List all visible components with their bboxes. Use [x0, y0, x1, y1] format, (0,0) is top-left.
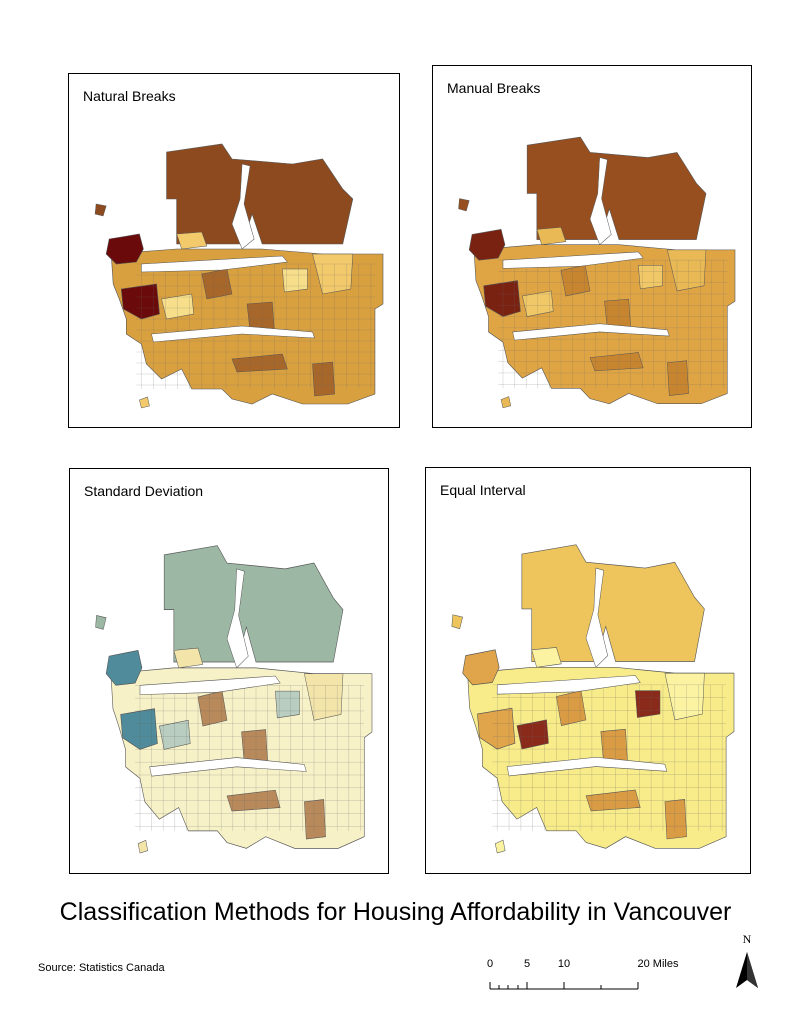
- region-west-vancouver: [105, 649, 143, 686]
- map-geometry: [95, 545, 373, 854]
- scale-tick-label: 10: [557, 958, 571, 970]
- region-tract: [201, 268, 233, 300]
- map-panel-standard-deviation: Standard Deviation: [69, 468, 389, 874]
- region-downtown: [483, 280, 521, 317]
- region-island: [451, 614, 463, 630]
- map-panel-natural-breaks: Natural Breaks: [68, 73, 400, 428]
- region-west-vancouver: [468, 229, 506, 261]
- region-tract: [635, 690, 661, 718]
- water-indian-arm: [589, 157, 612, 246]
- region-downtown: [120, 283, 160, 320]
- water-burrard-inlet: [141, 255, 288, 273]
- region-tract: [667, 360, 689, 396]
- water-fraser-river: [506, 756, 668, 777]
- source-credit: Source: Statistics Canada: [38, 962, 165, 974]
- region-west-vancouver: [105, 233, 144, 265]
- region-tract: [638, 265, 663, 290]
- map-title: Standard Deviation: [84, 483, 204, 499]
- choropleth-map: [458, 136, 736, 409]
- map-title: Manual Breaks: [447, 80, 541, 96]
- region-island: [458, 198, 470, 212]
- water-indian-arm: [226, 568, 249, 669]
- region-island: [139, 396, 150, 409]
- choropleth-map: [95, 545, 373, 854]
- region-tract: [312, 361, 335, 397]
- water-fraser-river: [149, 757, 307, 777]
- map-geometry: [94, 143, 384, 409]
- map-panel-equal-interval: Equal Interval: [425, 467, 751, 874]
- region-north-shore: [166, 143, 354, 245]
- region-tract: [197, 690, 228, 727]
- region-island: [94, 203, 107, 217]
- north-arrow-icon: [736, 952, 758, 988]
- region-tract: [531, 647, 562, 668]
- map-geometry: [451, 544, 735, 854]
- north-arrow: N: [732, 932, 762, 994]
- water-indian-arm: [585, 567, 608, 668]
- water-burrard-inlet: [496, 675, 641, 695]
- region-tract: [176, 231, 208, 250]
- map-title: Natural Breaks: [83, 88, 176, 104]
- region-island: [95, 615, 107, 630]
- water-burrard-inlet: [502, 251, 644, 269]
- region-west-vancouver: [462, 649, 500, 686]
- water-indian-arm: [231, 163, 255, 250]
- north-label: N: [742, 932, 752, 946]
- region-north-shore: [521, 544, 705, 662]
- scale-bar-graphic: [489, 982, 639, 990]
- map-geometry: [458, 136, 736, 409]
- scale-tick-label: 0: [486, 958, 494, 970]
- page-title: Classification Methods for Housing Affor…: [59, 898, 732, 926]
- region-tract: [304, 799, 326, 840]
- water-fraser-river: [151, 325, 315, 343]
- region-tract: [275, 690, 300, 719]
- map-panel-manual-breaks: Manual Breaks: [432, 65, 752, 428]
- region-island: [500, 396, 512, 409]
- choropleth-map: [94, 143, 384, 409]
- region-north-shore: [526, 136, 707, 240]
- region-tract: [664, 798, 687, 840]
- region-north-shore: [163, 545, 344, 663]
- map-title: Equal Interval: [440, 482, 526, 498]
- scale-bar: 0 5 10 20 Miles: [480, 958, 690, 998]
- choropleth-map: [451, 544, 735, 854]
- region-tract: [282, 268, 308, 293]
- region-island: [494, 839, 506, 854]
- region-downtown: [120, 708, 158, 750]
- region-tract: [173, 647, 204, 669]
- scale-tick-label: 5: [523, 958, 531, 970]
- region-tract: [560, 264, 591, 297]
- water-fraser-river: [512, 323, 670, 341]
- water-burrard-inlet: [139, 675, 281, 695]
- region-tract: [556, 690, 587, 727]
- region-downtown: [477, 707, 516, 750]
- scale-tick-label: 20 Miles: [637, 958, 679, 970]
- region-island: [137, 839, 149, 854]
- region-tract: [536, 227, 567, 246]
